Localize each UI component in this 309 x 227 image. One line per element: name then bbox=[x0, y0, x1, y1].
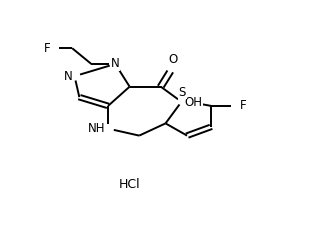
Text: HCl: HCl bbox=[119, 178, 140, 191]
Text: N: N bbox=[63, 70, 72, 83]
Text: S: S bbox=[179, 86, 186, 99]
Text: NH: NH bbox=[88, 122, 106, 135]
Text: F: F bbox=[240, 99, 246, 112]
Text: O: O bbox=[168, 53, 177, 66]
Text: N: N bbox=[111, 57, 120, 70]
Text: F: F bbox=[44, 42, 51, 55]
Text: OH: OH bbox=[185, 96, 203, 109]
